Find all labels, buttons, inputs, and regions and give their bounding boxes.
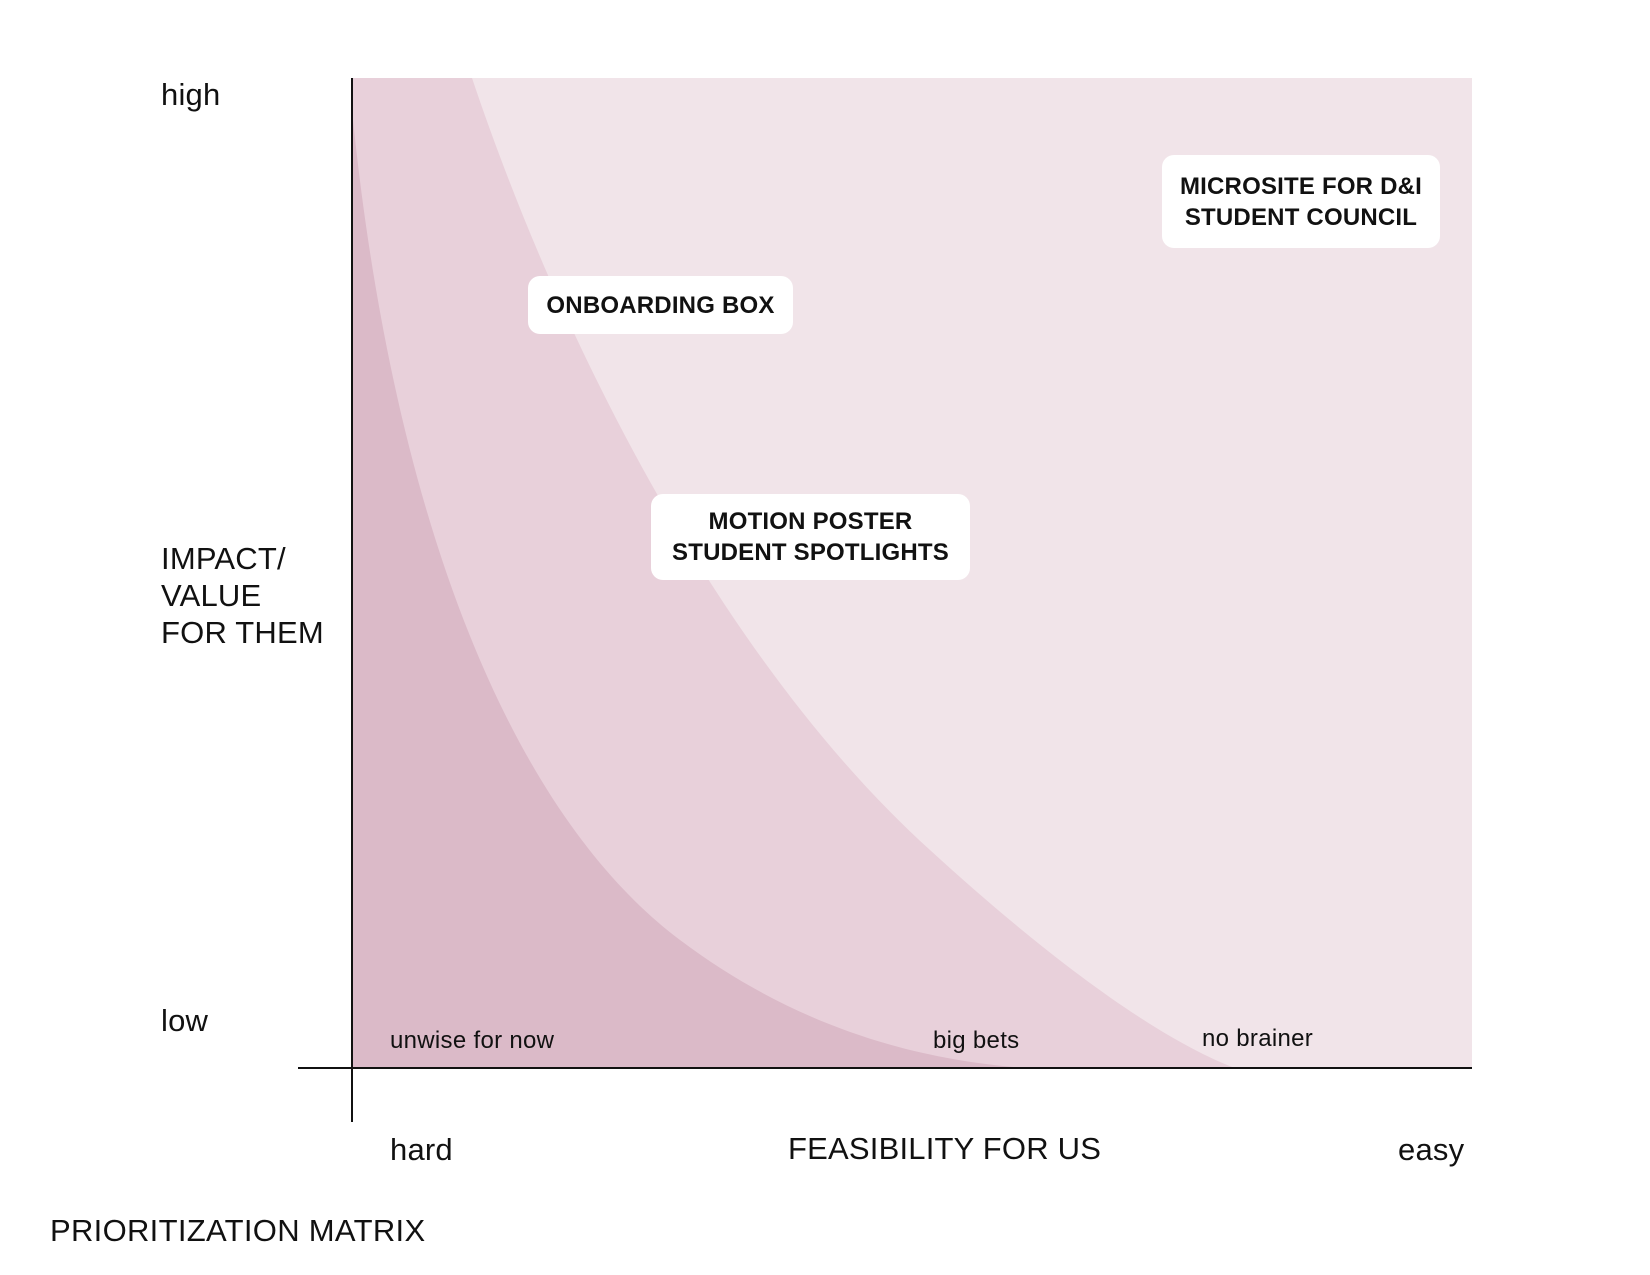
y-axis-title: IMPACT/ VALUE FOR THEM [161, 541, 324, 650]
item-card-line: STUDENT SPOTLIGHTS [672, 539, 949, 566]
item-card-line: MICROSITE FOR D&I [1179, 172, 1423, 200]
page-title: PRIORITIZATION MATRIX [50, 1213, 426, 1248]
zone-label-no-brainer: no brainer [1202, 1025, 1314, 1052]
x-axis-easy-label: easy [1398, 1132, 1465, 1167]
item-card-motion-poster: MOTION POSTER STUDENT SPOTLIGHTS [651, 494, 970, 580]
item-card-line: ONBOARDING BOX [546, 291, 775, 319]
item-card-microsite: MICROSITE FOR D&I STUDENT COUNCIL [1162, 155, 1440, 248]
item-card-line: MOTION POSTER [708, 508, 913, 535]
zone-big-bets [352, 78, 1235, 1068]
x-axis-title: FEASIBILITY FOR US [788, 1131, 1102, 1166]
zone-label-big-bets: big bets [933, 1027, 1020, 1054]
y-axis-low-label: low [161, 1003, 209, 1038]
zone-unwise-for-now [352, 110, 1025, 1068]
item-card-onboarding-box: ONBOARDING BOX [528, 276, 793, 334]
zone-label-unwise: unwise for now [390, 1027, 555, 1054]
item-card-line: STUDENT COUNCIL [1184, 203, 1418, 231]
y-axis-high-label: high [161, 77, 221, 112]
x-axis-hard-label: hard [390, 1132, 453, 1167]
